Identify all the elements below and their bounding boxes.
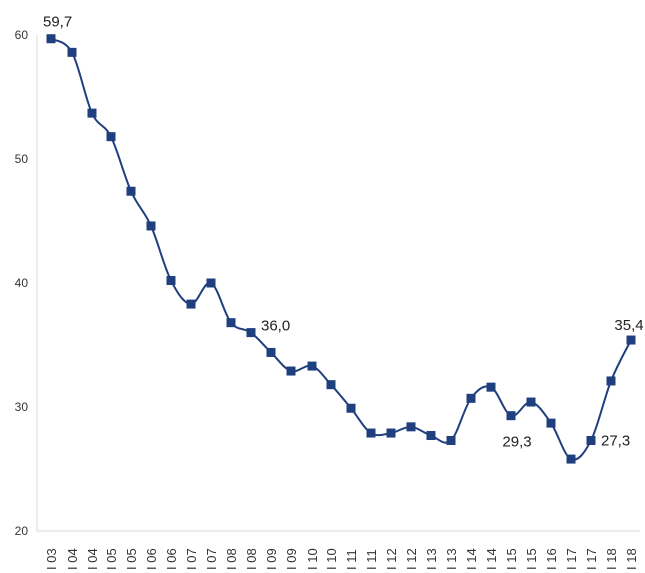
x-tick-label: I 09	[284, 548, 299, 570]
data-point	[166, 276, 176, 286]
data-point	[406, 422, 416, 432]
data-point	[286, 366, 296, 376]
x-tick-label: I 15	[524, 548, 539, 570]
x-tick-label: I 11	[344, 549, 359, 570]
data-point	[586, 435, 596, 445]
data-point	[326, 380, 336, 390]
x-tick-label: I 18	[604, 548, 619, 570]
x-tick-label: I 12	[384, 548, 399, 570]
data-point	[67, 47, 77, 57]
data-labels: 59,7 36,0 29,3 27,3 35,4	[43, 14, 644, 451]
x-tick-label: I 08	[244, 548, 259, 570]
x-tick-label: I 16	[544, 548, 559, 570]
data-point	[186, 299, 196, 309]
x-tick-label: I 15	[504, 548, 519, 570]
data-point	[266, 347, 276, 357]
data-point	[346, 403, 356, 413]
data-point	[366, 428, 376, 438]
data-point	[46, 34, 56, 44]
data-label: 27,3	[601, 432, 630, 449]
x-tick-label: I 17	[584, 548, 599, 570]
x-tick-label: I 11	[364, 549, 379, 570]
data-point	[566, 454, 576, 464]
x-tick-label: I 17	[564, 548, 579, 570]
x-tick-label: I 12	[404, 548, 419, 570]
data-point	[626, 335, 636, 345]
data-point	[386, 428, 396, 438]
x-tick-label: I 05	[124, 548, 139, 570]
data-point	[206, 278, 216, 288]
data-point	[87, 108, 97, 118]
data-point	[446, 435, 456, 445]
data-point	[426, 431, 436, 441]
x-tick-label: I 07	[204, 548, 219, 570]
x-tick-label: I 04	[85, 548, 100, 570]
x-tick-label: I 09	[264, 548, 279, 570]
y-tick-label: 50	[15, 152, 29, 166]
x-tick-label: I 10	[305, 548, 320, 570]
x-tick-label: I 03	[44, 548, 59, 570]
data-label: 29,3	[502, 434, 531, 451]
data-point	[546, 418, 556, 428]
data-point	[506, 411, 516, 421]
data-point	[106, 132, 116, 142]
x-tick-label: I 14	[484, 548, 499, 570]
data-point	[307, 361, 317, 371]
x-tick-label: I 14	[464, 548, 479, 570]
data-point	[126, 186, 136, 196]
data-point	[226, 318, 236, 328]
x-tick-label: I 07	[184, 548, 199, 570]
x-tick-label: I 13	[424, 548, 439, 570]
data-label: 36,0	[261, 318, 290, 335]
y-tick-label: 60	[15, 28, 29, 42]
data-point	[606, 376, 616, 386]
y-axis-ticks: 20 30 40 50 60	[15, 28, 29, 538]
data-point	[146, 221, 156, 231]
data-label: 59,7	[43, 14, 72, 31]
y-tick-label: 30	[15, 400, 29, 414]
y-tick-label: 40	[15, 276, 29, 290]
x-tick-label: I 06	[144, 548, 159, 570]
x-axis-ticks: I 03 I 04 I 04 I 05 I 05 I 06 I 06 I 07 I 07 I 08…	[44, 548, 639, 570]
chart-axes	[36, 35, 640, 532]
series-markers	[46, 34, 636, 464]
x-tick-label: I 06	[164, 548, 179, 570]
x-tick-label: I 10	[324, 548, 339, 570]
series-line	[50, 37, 632, 461]
x-tick-label: I 18	[624, 548, 639, 570]
data-point	[466, 393, 476, 403]
x-tick-label: I 13	[444, 548, 459, 570]
y-tick-label: 20	[15, 524, 29, 538]
data-point	[526, 397, 536, 407]
data-point	[246, 328, 256, 338]
x-tick-label: I 05	[104, 548, 119, 570]
x-tick-label: I 04	[65, 548, 80, 570]
data-label: 35,4	[614, 317, 643, 334]
x-tick-label: I 08	[224, 548, 239, 570]
data-point	[486, 382, 496, 392]
